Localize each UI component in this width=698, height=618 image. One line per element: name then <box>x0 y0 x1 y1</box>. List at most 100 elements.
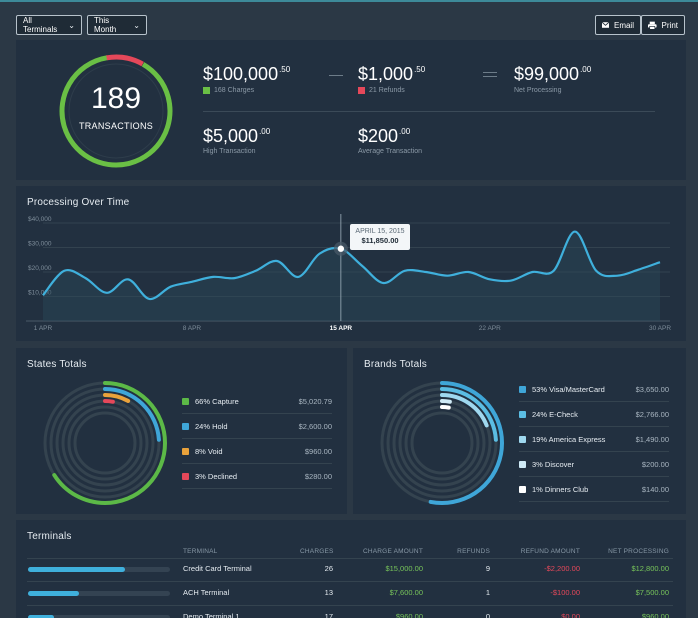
legend-swatch <box>519 436 526 443</box>
terminal-net: $12,800.00 <box>631 564 669 573</box>
legend-swatch <box>182 398 189 405</box>
legend-row: 19% America Express $1,490.00 <box>519 428 669 452</box>
equals-sign <box>483 72 497 77</box>
charges-amount: $100,000.50 <box>203 64 290 85</box>
refunds-amount-cents: .50 <box>414 65 426 74</box>
avg-label: Average Transaction <box>358 148 423 155</box>
terminal-refund-amount: -$100.00 <box>550 588 580 597</box>
ring-charges-arc <box>59 54 173 168</box>
terminals-title: Terminals <box>27 531 72 542</box>
email-button[interactable]: Email <box>595 15 641 35</box>
legend-row: 3% Discover $200.00 <box>519 453 669 477</box>
legend-amount: $5,020.79 <box>298 397 332 406</box>
print-label: Print <box>661 20 678 30</box>
terminal-name: ACH Terminal <box>183 588 230 597</box>
high-amount: $5,000.00 <box>203 126 270 147</box>
x-tick-label: 30 APR <box>649 325 671 332</box>
legend-amount: $200.00 <box>641 460 669 469</box>
terminal-refunds: 1 <box>485 588 490 597</box>
states-title: States Totals <box>27 359 87 370</box>
terminal-charges: 26 <box>324 564 333 573</box>
brands-legend: 53% Visa/MasterCard $3,650.00 24% E-Check $… <box>519 378 669 503</box>
series-line <box>42 230 661 301</box>
net-amount-cents: .00 <box>580 65 592 74</box>
legend-label: 1% Dinners Club <box>532 485 589 494</box>
y-tick-label: $20,000 <box>28 265 52 272</box>
net-amount: $99,000.00 <box>514 64 591 85</box>
row-divider <box>27 581 673 582</box>
ring-arc <box>380 381 504 505</box>
ring-arc <box>386 387 498 499</box>
header-divider <box>27 558 673 559</box>
legend-label: 66% Capture <box>195 397 239 406</box>
refunds-amount-value: $1,000 <box>358 64 414 84</box>
terminal-charge-amount: $960.00 <box>395 612 423 618</box>
chevron-down-icon: ⌄ <box>68 20 75 30</box>
transaction-count-label: TRANSACTIONS <box>78 121 154 131</box>
terminal-share-bar <box>28 567 125 572</box>
legend-amount: $140.00 <box>641 485 669 494</box>
col-header-terminal: TERMINAL <box>183 548 218 555</box>
terminal-name: Credit Card Terminal <box>183 564 252 573</box>
x-tick-label: 8 APR <box>183 325 202 332</box>
x-tick-label: 15 APR <box>330 325 353 332</box>
legend-row: 66% Capture $5,020.79 <box>182 390 332 414</box>
ring-arc <box>61 399 149 487</box>
ring-arc <box>404 405 480 481</box>
chart-tooltip: APRIL 15, 2015 $11,850.00 <box>350 224 410 250</box>
terminal-share-track <box>28 591 170 596</box>
hover-point[interactable] <box>337 245 345 252</box>
net-amount-value: $99,000 <box>514 64 580 84</box>
charges-label: 168 Charges <box>203 87 254 94</box>
processing-chart: $40,000 $30,000 $20,000 $10,000 1 APR 8 APR 15… <box>26 214 671 332</box>
row-divider <box>27 605 673 606</box>
processing-panel: Processing Over Time $40,000 $30,000 $20,0… <box>16 186 686 341</box>
ring-track <box>73 411 137 475</box>
legend-label: 3% Declined <box>195 472 238 481</box>
period-filter-dropdown[interactable]: This Month ⌄ <box>87 15 147 35</box>
print-button[interactable]: Print <box>641 15 685 35</box>
terminal-filter-dropdown[interactable]: All Terminals ⌄ <box>16 15 82 35</box>
states-rings <box>43 381 167 505</box>
refunds-label: 21 Refunds <box>358 87 405 94</box>
high-amount-cents: .00 <box>259 127 271 136</box>
ring-arc <box>55 393 155 493</box>
refunds-swatch <box>358 87 365 94</box>
legend-label: 24% Hold <box>195 422 228 431</box>
legend-row: 1% Dinners Club $140.00 <box>519 478 669 502</box>
col-header-refund-amount: REFUND AMOUNT <box>520 548 580 555</box>
legend-label: 53% Visa/MasterCard <box>532 385 605 394</box>
terminal-refunds: 9 <box>485 564 490 573</box>
x-tick-label: 22 APR <box>479 325 501 332</box>
col-header-refunds: REFUNDS <box>457 548 490 555</box>
summary-panel: 189 TRANSACTIONS $100,000.50 168 Charges… <box>16 40 686 180</box>
ring-track <box>55 393 155 493</box>
refunds-amount: $1,000.50 <box>358 64 425 85</box>
terminal-refund-amount: $0.00 <box>561 612 580 618</box>
processing-title: Processing Over Time <box>27 197 130 208</box>
x-tick-label: 1 APR <box>34 325 53 332</box>
printer-icon <box>648 21 657 30</box>
legend-swatch <box>519 486 526 493</box>
states-panel: States Totals 66% Capture $5,020.79 24% Ho… <box>16 348 347 514</box>
legend-swatch <box>519 461 526 468</box>
col-header-charge-amount: CHARGE AMOUNT <box>362 548 423 555</box>
legend-label: 8% Void <box>195 447 223 456</box>
ring-arc <box>398 399 486 487</box>
ring-track <box>404 405 480 481</box>
terminal-charge-amount: $7,600.00 <box>389 588 423 597</box>
legend-swatch <box>182 423 189 430</box>
terminal-share-bar <box>28 615 54 618</box>
legend-amount: $3,650.00 <box>635 385 669 394</box>
period-filter-label: This Month <box>94 16 117 34</box>
summary-divider <box>203 111 655 112</box>
ring-track <box>67 405 143 481</box>
terminal-refunds: 0 <box>485 612 490 618</box>
brands-title: Brands Totals <box>364 359 428 370</box>
legend-label: 19% America Express <box>532 435 606 444</box>
high-label: High Transaction <box>203 148 256 155</box>
legend-swatch <box>182 473 189 480</box>
tooltip-value: $11,850.00 <box>361 236 399 245</box>
terminal-name: Demo Terminal 1 <box>183 612 240 618</box>
charges-amount-cents: .50 <box>279 65 291 74</box>
